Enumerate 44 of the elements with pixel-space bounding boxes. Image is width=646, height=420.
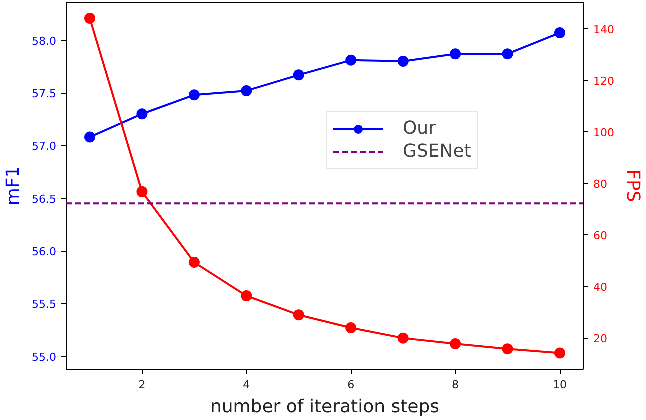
point (84, 12, 96, 24)
y2-tick-label: 80 (594, 178, 608, 191)
point (502, 48, 514, 60)
point (136, 186, 148, 198)
y-tick-label: 56.5 (32, 192, 57, 206)
y2-tick-label: 40 (594, 281, 608, 294)
point (398, 332, 409, 344)
point (346, 54, 357, 66)
legend-label: Our (403, 118, 436, 139)
y2-tick-label: 60 (594, 229, 608, 242)
point (136, 108, 148, 120)
x-tick-label: 2 (138, 378, 146, 392)
y-tick-label: 58.0 (32, 34, 57, 48)
x-tick-label: 8 (452, 378, 460, 392)
point (554, 28, 566, 39)
x-axis-title: number of iteration steps (210, 396, 440, 418)
y-tick-label: 56.0 (32, 246, 57, 259)
point (84, 132, 96, 143)
y-tick-label: 57.0 (32, 140, 57, 154)
y2-tick-label: 140 (594, 23, 614, 36)
point (346, 322, 357, 334)
y2-tick-label: 100 (594, 126, 614, 140)
y-tick-label: 55.5 (32, 298, 57, 312)
point (293, 310, 304, 321)
point (188, 257, 200, 268)
point (398, 56, 409, 67)
x-tick-label: 10 (553, 378, 567, 392)
y2-axis-title: FPS (622, 170, 644, 202)
y2-tick-label: 20 (594, 332, 608, 346)
x-tick-label: 4 (243, 378, 250, 392)
y2-tick-label: 120 (594, 74, 614, 88)
point (188, 90, 200, 101)
y-tick-label: 55.0 (32, 350, 57, 364)
point (554, 348, 566, 359)
point (450, 48, 462, 60)
y-axis-title: mF1 (3, 166, 24, 206)
x-tick-label: 6 (348, 378, 355, 392)
legend-label: GSENet (403, 141, 472, 162)
point (293, 70, 304, 81)
point (450, 338, 462, 350)
point (241, 85, 252, 96)
point (241, 290, 252, 302)
y-tick-label: 57.5 (32, 88, 57, 101)
point (502, 344, 514, 355)
